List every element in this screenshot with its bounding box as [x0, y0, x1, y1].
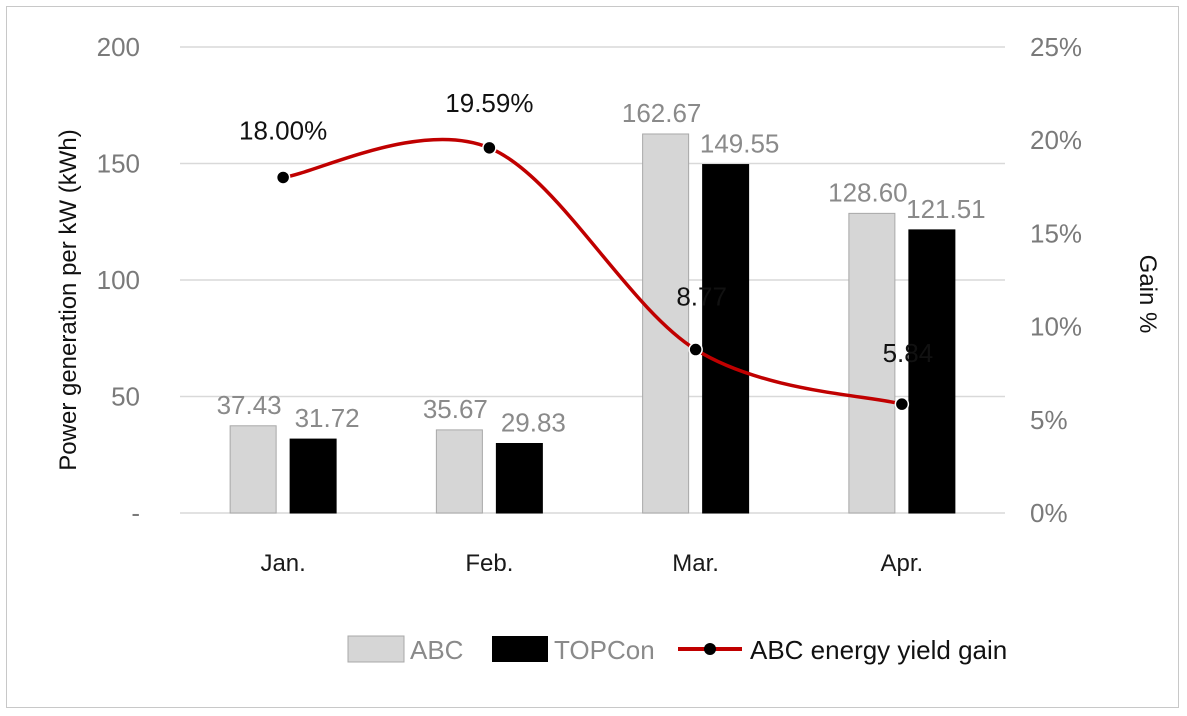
legend-swatch-gain-marker	[704, 643, 716, 655]
y-tick-label-1: 50	[111, 382, 140, 412]
bar-label-topcon-3: 121.51	[906, 194, 986, 224]
left-axis-ticks: - 50 100 150 200	[97, 32, 140, 528]
right-axis-ticks: 0% 5% 10% 15% 20% 25%	[1030, 32, 1082, 528]
bar-label-abc-0: 37.43	[217, 390, 282, 420]
gain-marker-0	[275, 170, 291, 185]
bar-label-abc-3: 128.60	[828, 177, 908, 207]
bar-topcon-1	[495, 442, 543, 514]
legend-swatch-abc	[347, 635, 405, 663]
x-tick-label-2: Mar.	[672, 550, 719, 577]
bar-topcon-3	[908, 229, 956, 514]
bar-topcon-0	[289, 438, 337, 514]
bar-label-topcon-1: 29.83	[501, 407, 566, 437]
bar-label-abc-1: 35.67	[423, 394, 488, 424]
legend-label-abc: ABC	[410, 635, 463, 665]
y2-tick-label-3: 15%	[1030, 218, 1082, 248]
bar-abc-0	[229, 425, 277, 514]
y2-tick-label-4: 20%	[1030, 125, 1082, 155]
y-tick-label-0: -	[131, 498, 140, 528]
bar-topcon-2	[702, 164, 750, 514]
gain-marker-3	[894, 396, 910, 412]
gain-line-series: 18.00% 19.59% 8.77 5.84	[239, 88, 934, 412]
gain-label-0: 18.00%	[239, 115, 327, 145]
x-tick-label-3: Apr.	[881, 550, 924, 577]
bar-abc-3	[848, 212, 896, 514]
chart-frame	[6, 6, 1179, 708]
gain-line	[282, 137, 903, 406]
bar-labels: 37.43 35.67 162.67 128.60 31.72 29.83 149.55 12…	[217, 98, 986, 438]
bar-abc-1	[435, 429, 483, 514]
x-tick-label-1: Feb.	[465, 550, 513, 577]
y2-tick-label-0: 0%	[1030, 498, 1068, 528]
legend: ABC TOPCon ABC energy yield gain	[347, 635, 1007, 665]
gain-marker-1	[482, 140, 497, 156]
x-axis-ticks: Jan. Feb. Mar. Apr.	[260, 550, 923, 577]
y2-tick-label-2: 10%	[1030, 312, 1082, 342]
y-tick-label-2: 100	[97, 265, 140, 295]
bar-label-abc-2: 162.67	[622, 98, 702, 128]
gain-label-3: 5.84	[883, 338, 934, 368]
legend-swatch-topcon	[492, 636, 548, 662]
y-axis-title: Power generation per kW (kWh)	[55, 129, 82, 470]
bar-label-topcon-2: 149.55	[700, 129, 780, 159]
gain-marker-2	[688, 342, 703, 357]
y-tick-label-4: 200	[97, 32, 140, 62]
bar-label-topcon-0: 31.72	[295, 403, 360, 433]
gain-label-2: 8.77	[676, 282, 727, 312]
legend-label-topcon: TOPCon	[554, 635, 655, 665]
legend-label-gain: ABC energy yield gain	[750, 635, 1007, 665]
y-tick-label-3: 150	[97, 149, 140, 179]
x-tick-label-0: Jan.	[260, 550, 305, 577]
y2-tick-label-1: 5%	[1030, 405, 1068, 435]
bars	[229, 133, 956, 514]
y2-axis-title: Gain %	[1134, 255, 1161, 334]
gain-label-1: 19.59%	[445, 88, 533, 118]
y2-tick-label-5: 25%	[1030, 32, 1082, 62]
